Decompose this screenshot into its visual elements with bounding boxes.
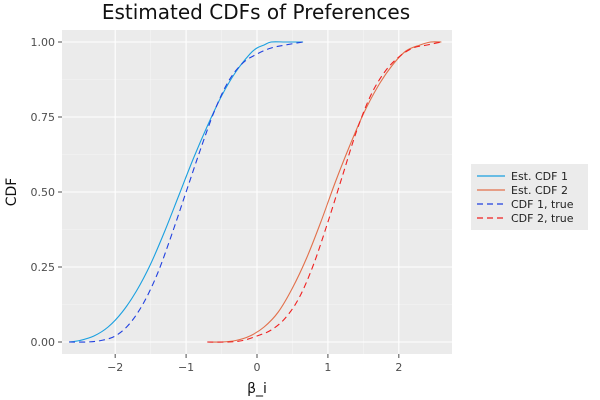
grid-lines (62, 30, 452, 354)
y-tick-label: 1.00 (31, 36, 56, 49)
x-tick-label: −2 (107, 361, 123, 374)
x-axis-label: β_i (247, 381, 267, 397)
series-line-cdf-2-true (207, 41, 442, 343)
legend-label-est-cdf-2: Est. CDF 2 (511, 184, 568, 197)
y-axis-label: CDF (4, 178, 20, 207)
legend-label-est-cdf-1: Est. CDF 1 (511, 170, 568, 183)
y-tick-label: 0.50 (31, 186, 56, 199)
x-axis-ticks: −2 −1 0 1 2 (107, 354, 402, 374)
chart-title: Estimated CDFs of Preferences (102, 0, 410, 24)
y-tick-label: 0.25 (31, 261, 56, 274)
y-tick-label: 0.00 (31, 336, 56, 349)
series-line-est-cdf-2 (207, 41, 442, 343)
legend-label-cdf-2-true: CDF 2, true (511, 212, 574, 225)
y-axis-ticks: 0.00 0.25 0.50 0.75 1.00 (31, 36, 62, 349)
x-tick-label: 2 (395, 361, 402, 374)
x-tick-label: 1 (324, 361, 331, 374)
legend-label-cdf-1-true: CDF 1, true (511, 198, 574, 211)
x-tick-label: 0 (254, 361, 261, 374)
series-line-est-cdf-1 (69, 41, 304, 343)
legend-box (471, 164, 588, 230)
series-line-cdf-1-true (69, 41, 304, 343)
series-layer (69, 41, 442, 343)
y-tick-label: 0.75 (31, 111, 56, 124)
x-tick-label: −1 (178, 361, 194, 374)
